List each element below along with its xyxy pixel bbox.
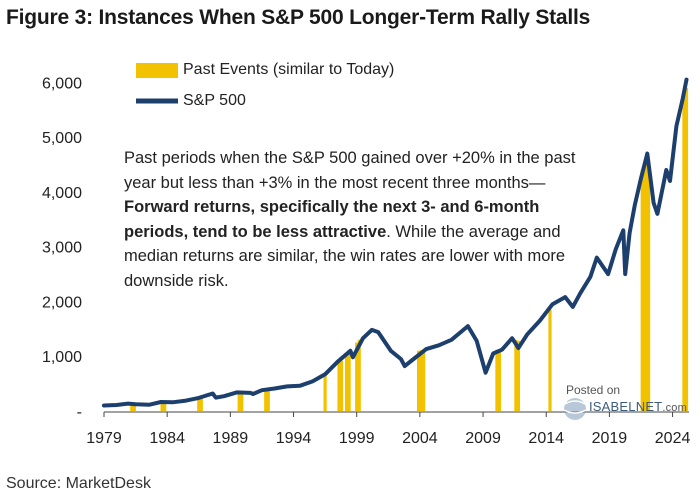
- x-tick-label: 1984: [149, 430, 185, 447]
- event-bar: [237, 391, 241, 411]
- x-tick-label: 1979: [86, 430, 122, 447]
- event-bar: [514, 339, 518, 411]
- watermark-brand-suffix: .com: [662, 402, 687, 414]
- event-bar: [419, 350, 423, 411]
- x-tick-label: 2004: [402, 430, 438, 447]
- x-tick-label: 1989: [213, 430, 249, 447]
- legend-label-sp500: S&P 500: [183, 92, 246, 109]
- legend-swatches: [136, 63, 178, 104]
- y-tick-label: 4,000: [42, 185, 82, 202]
- event-bar: [163, 401, 167, 411]
- event-bar: [497, 349, 502, 411]
- event-bar: [240, 391, 244, 411]
- legend-swatch-past-events: [136, 63, 178, 78]
- x-tick-label: 2019: [592, 430, 628, 447]
- event-bar: [357, 339, 361, 411]
- annotation-part2: . While the average and median returns a…: [124, 222, 566, 290]
- event-bar: [422, 349, 426, 411]
- sp500-line-layer: [102, 77, 689, 408]
- event-bar: [160, 401, 164, 411]
- y-tick-label: 5,000: [42, 130, 82, 147]
- x-tick-label: 1999: [339, 430, 375, 447]
- event-bar: [355, 342, 359, 411]
- event-bar: [344, 356, 349, 411]
- event-bar: [682, 93, 686, 411]
- axes: - 1,000 2,000 3,000 4,000 5,000 6,000 1979 1984 1…: [42, 75, 691, 447]
- event-bars: [130, 87, 689, 411]
- event-bar: [495, 349, 499, 411]
- y-tick-label: 6,000: [42, 75, 82, 92]
- x-tick-label: 1994: [276, 430, 312, 447]
- event-bar: [199, 397, 203, 411]
- annotation-part1: Past periods when the S&P 500 gained ove…: [124, 149, 576, 192]
- event-bar: [417, 350, 421, 411]
- event-bar: [130, 403, 134, 411]
- event-bar: [516, 340, 521, 411]
- event-bar: [323, 375, 327, 411]
- globe-icon-lines: [563, 400, 587, 414]
- event-bar: [643, 167, 647, 411]
- globe-icon: [564, 398, 586, 420]
- annotation-text: Past periods when the S&P 500 gained ove…: [124, 146, 604, 293]
- event-bar: [339, 360, 344, 411]
- event-bar: [548, 309, 552, 411]
- y-tick-label: 3,000: [42, 240, 82, 257]
- legend-label-past-events: Past Events (similar to Today): [183, 61, 395, 78]
- source-note: Source: MarketDesk: [6, 475, 151, 492]
- x-tick-label: 2024: [655, 430, 691, 447]
- watermark-globe-icon: [563, 398, 587, 420]
- event-bar: [347, 353, 351, 411]
- event-bar: [640, 170, 644, 411]
- y-tick-label: -: [77, 404, 82, 421]
- watermark-posted-on: Posted on: [566, 383, 621, 397]
- event-bar: [197, 397, 201, 411]
- watermark-brand: ISABELNET.com: [589, 399, 687, 414]
- y-tick-label: 1,000: [42, 349, 82, 366]
- x-tick-label: 2014: [528, 430, 564, 447]
- sp500-line: [102, 77, 689, 408]
- y-tick-label: 2,000: [42, 294, 82, 311]
- event-bar: [646, 164, 651, 411]
- event-bar: [684, 87, 689, 411]
- event-bar: [337, 361, 341, 411]
- annotation-bold: Forward returns, specifically the next 3…: [124, 198, 540, 241]
- chart-title: Figure 3: Instances When S&P 500 Longer-…: [6, 6, 591, 29]
- event-bar: [266, 389, 270, 411]
- event-bar: [264, 389, 268, 411]
- watermark-brand-name: ISABELNET: [589, 399, 663, 414]
- event-bar: [132, 403, 136, 411]
- x-tick-label: 2009: [465, 430, 501, 447]
